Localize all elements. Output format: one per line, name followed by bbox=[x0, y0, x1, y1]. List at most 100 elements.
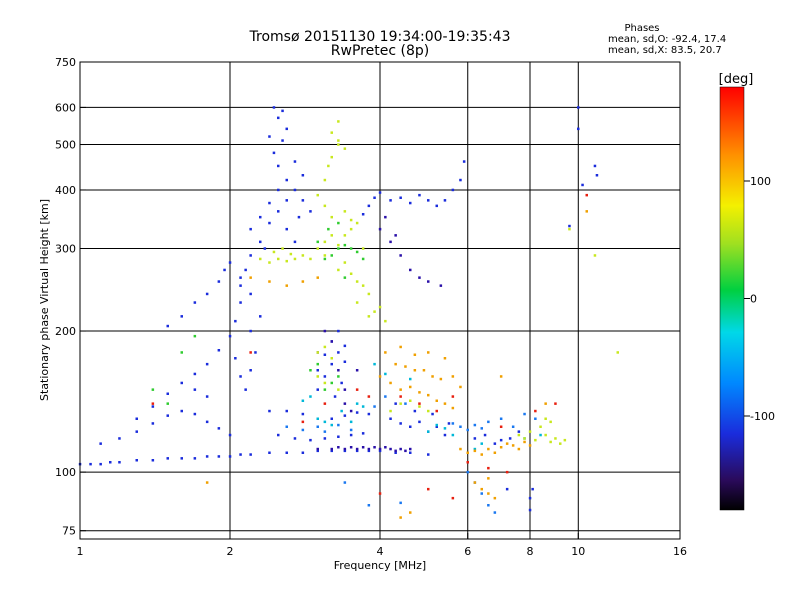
data-point bbox=[343, 234, 347, 237]
data-point bbox=[309, 210, 312, 213]
data-point bbox=[593, 164, 597, 168]
data-point bbox=[367, 315, 371, 318]
data-point bbox=[180, 315, 183, 318]
data-point bbox=[409, 385, 412, 389]
data-point bbox=[459, 178, 462, 182]
data-point bbox=[180, 381, 183, 385]
data-point bbox=[337, 143, 340, 146]
chart-subtitle: RwPretec (8p) bbox=[331, 43, 429, 59]
data-point bbox=[435, 425, 438, 428]
data-point bbox=[487, 492, 490, 495]
data-point bbox=[367, 204, 371, 208]
data-point bbox=[563, 438, 567, 442]
y-tick-label: 200 bbox=[55, 325, 76, 338]
data-point bbox=[568, 224, 571, 228]
data-point bbox=[523, 437, 526, 440]
data-point bbox=[349, 272, 353, 275]
data-point bbox=[249, 276, 252, 279]
data-point bbox=[234, 319, 237, 323]
data-point bbox=[151, 402, 155, 405]
data-point bbox=[277, 210, 280, 213]
colorbar bbox=[719, 86, 745, 511]
data-point bbox=[499, 417, 503, 420]
data-point bbox=[528, 444, 532, 447]
data-point bbox=[118, 437, 121, 440]
data-point bbox=[316, 417, 319, 420]
data-point bbox=[480, 453, 483, 456]
data-point bbox=[473, 481, 477, 484]
data-point bbox=[228, 334, 232, 338]
data-point bbox=[399, 395, 402, 398]
data-point bbox=[337, 120, 340, 123]
data-point bbox=[483, 433, 487, 437]
data-point bbox=[413, 409, 417, 413]
data-point bbox=[293, 160, 297, 163]
data-point bbox=[373, 310, 376, 313]
data-point bbox=[272, 151, 276, 155]
data-point bbox=[427, 409, 430, 413]
data-point bbox=[361, 432, 365, 435]
data-point bbox=[399, 388, 402, 391]
data-point bbox=[355, 280, 359, 283]
data-point bbox=[531, 487, 534, 491]
data-point bbox=[493, 451, 497, 454]
data-point bbox=[277, 188, 280, 192]
data-points bbox=[78, 106, 619, 519]
data-point bbox=[349, 420, 353, 424]
data-point bbox=[330, 340, 333, 343]
data-point bbox=[384, 372, 387, 376]
data-point bbox=[367, 412, 371, 416]
data-point bbox=[330, 362, 333, 366]
data-point bbox=[523, 412, 526, 416]
data-point bbox=[399, 402, 402, 405]
data-point bbox=[277, 433, 280, 437]
data-point bbox=[443, 199, 447, 202]
data-point bbox=[205, 395, 209, 398]
data-point bbox=[389, 447, 392, 451]
data-point bbox=[316, 240, 319, 244]
data-point bbox=[361, 247, 365, 250]
data-point bbox=[297, 215, 301, 219]
data-point bbox=[384, 395, 387, 398]
data-point bbox=[99, 442, 102, 445]
data-point bbox=[355, 449, 359, 453]
data-point bbox=[443, 427, 447, 430]
data-point bbox=[394, 362, 397, 366]
data-point bbox=[409, 425, 412, 428]
data-point bbox=[309, 369, 312, 372]
data-point bbox=[285, 227, 288, 231]
data-point bbox=[487, 420, 490, 424]
data-point bbox=[361, 446, 365, 449]
data-point bbox=[384, 446, 387, 449]
data-point bbox=[355, 369, 359, 372]
data-point bbox=[427, 351, 430, 354]
data-point bbox=[595, 174, 599, 177]
data-point bbox=[544, 433, 547, 437]
data-point bbox=[418, 193, 421, 197]
data-point bbox=[404, 449, 407, 453]
y-axis: 75 100 200 300 400 500 600 750 bbox=[55, 56, 86, 538]
chart-title: Tromsø 20151130 19:34:00-19:35:43 bbox=[249, 29, 511, 45]
data-point bbox=[439, 377, 443, 381]
data-point bbox=[277, 257, 280, 261]
data-point bbox=[316, 375, 319, 378]
data-point bbox=[193, 334, 197, 338]
data-point bbox=[528, 508, 532, 512]
data-point bbox=[355, 388, 359, 391]
data-point bbox=[285, 178, 288, 182]
data-point bbox=[349, 446, 353, 449]
data-point bbox=[193, 457, 197, 460]
data-point bbox=[435, 204, 438, 208]
data-point bbox=[316, 351, 319, 354]
data-point bbox=[499, 425, 503, 428]
data-point bbox=[268, 221, 271, 225]
data-point bbox=[330, 234, 333, 237]
data-point bbox=[337, 446, 340, 449]
data-point bbox=[361, 257, 365, 261]
data-point bbox=[277, 164, 280, 168]
data-point bbox=[323, 254, 327, 257]
data-point bbox=[217, 280, 221, 283]
y-tick-label: 100 bbox=[55, 466, 76, 479]
data-point bbox=[459, 425, 462, 428]
data-point bbox=[301, 199, 305, 202]
